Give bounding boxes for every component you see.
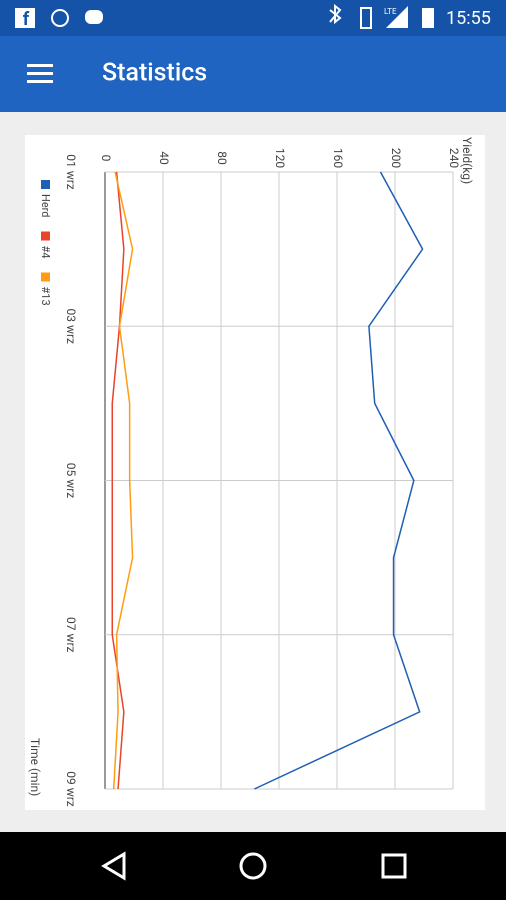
- y-tick-label: 120: [273, 148, 287, 168]
- y-tick-label: 200: [389, 148, 403, 168]
- y-tick-label: 80: [215, 151, 229, 165]
- menu-bar: [27, 80, 53, 83]
- clock: 15:55: [446, 8, 491, 29]
- legend-label: #4: [39, 246, 52, 259]
- legend-swatch: [41, 272, 50, 282]
- series-line: [111, 171, 125, 790]
- status-bar: [0, 0, 506, 36]
- y-tick-label: 40: [157, 151, 171, 165]
- vibrate-icon: [360, 7, 372, 29]
- bluetooth-icon: [329, 3, 342, 25]
- facebook-icon: [15, 8, 35, 28]
- legend-swatch: [41, 231, 50, 241]
- back-button[interactable]: [101, 851, 126, 881]
- app-title: Statistics: [102, 59, 207, 88]
- battery-icon: [422, 8, 434, 28]
- recents-button[interactable]: [381, 853, 407, 879]
- home-button[interactable]: [239, 852, 267, 880]
- x-tick-label: 09 wrz: [64, 771, 78, 807]
- x-tick-label: 05 wrz: [64, 463, 78, 499]
- y-tick-label: 0: [99, 155, 113, 162]
- chart: 0 40 80 120 160 200 240 01 wrz 03 wrz 05 wrz 07 wr…: [28, 137, 474, 807]
- legend-label: #13: [39, 286, 52, 305]
- legend-swatch: [41, 180, 50, 189]
- series-line: [112, 171, 134, 790]
- menu-bar: [27, 72, 53, 75]
- y-tick-label: 240: [447, 148, 461, 168]
- x-tick-label: 01 wrz: [64, 154, 78, 190]
- menu-bar: [27, 64, 53, 67]
- y-axis-title: Yield(kg): [460, 137, 474, 184]
- x-axis-title: Time (min): [28, 738, 42, 796]
- shield-icon: [51, 9, 69, 27]
- x-tick-label: 07 wrz: [64, 617, 78, 653]
- android-icon: [85, 10, 103, 24]
- app-bar: [0, 36, 506, 112]
- nav-bar: [0, 832, 506, 900]
- signal-icon: [386, 6, 408, 28]
- y-tick-label: 160: [331, 148, 345, 168]
- facebook-letter: f: [23, 9, 30, 30]
- series-line: [254, 171, 424, 790]
- chart-card: [25, 135, 485, 810]
- x-tick-label: 03 wrz: [64, 308, 78, 344]
- menu-button[interactable]: [27, 64, 53, 83]
- legend-label: Herd: [39, 194, 52, 218]
- network-type: LTE: [384, 7, 397, 16]
